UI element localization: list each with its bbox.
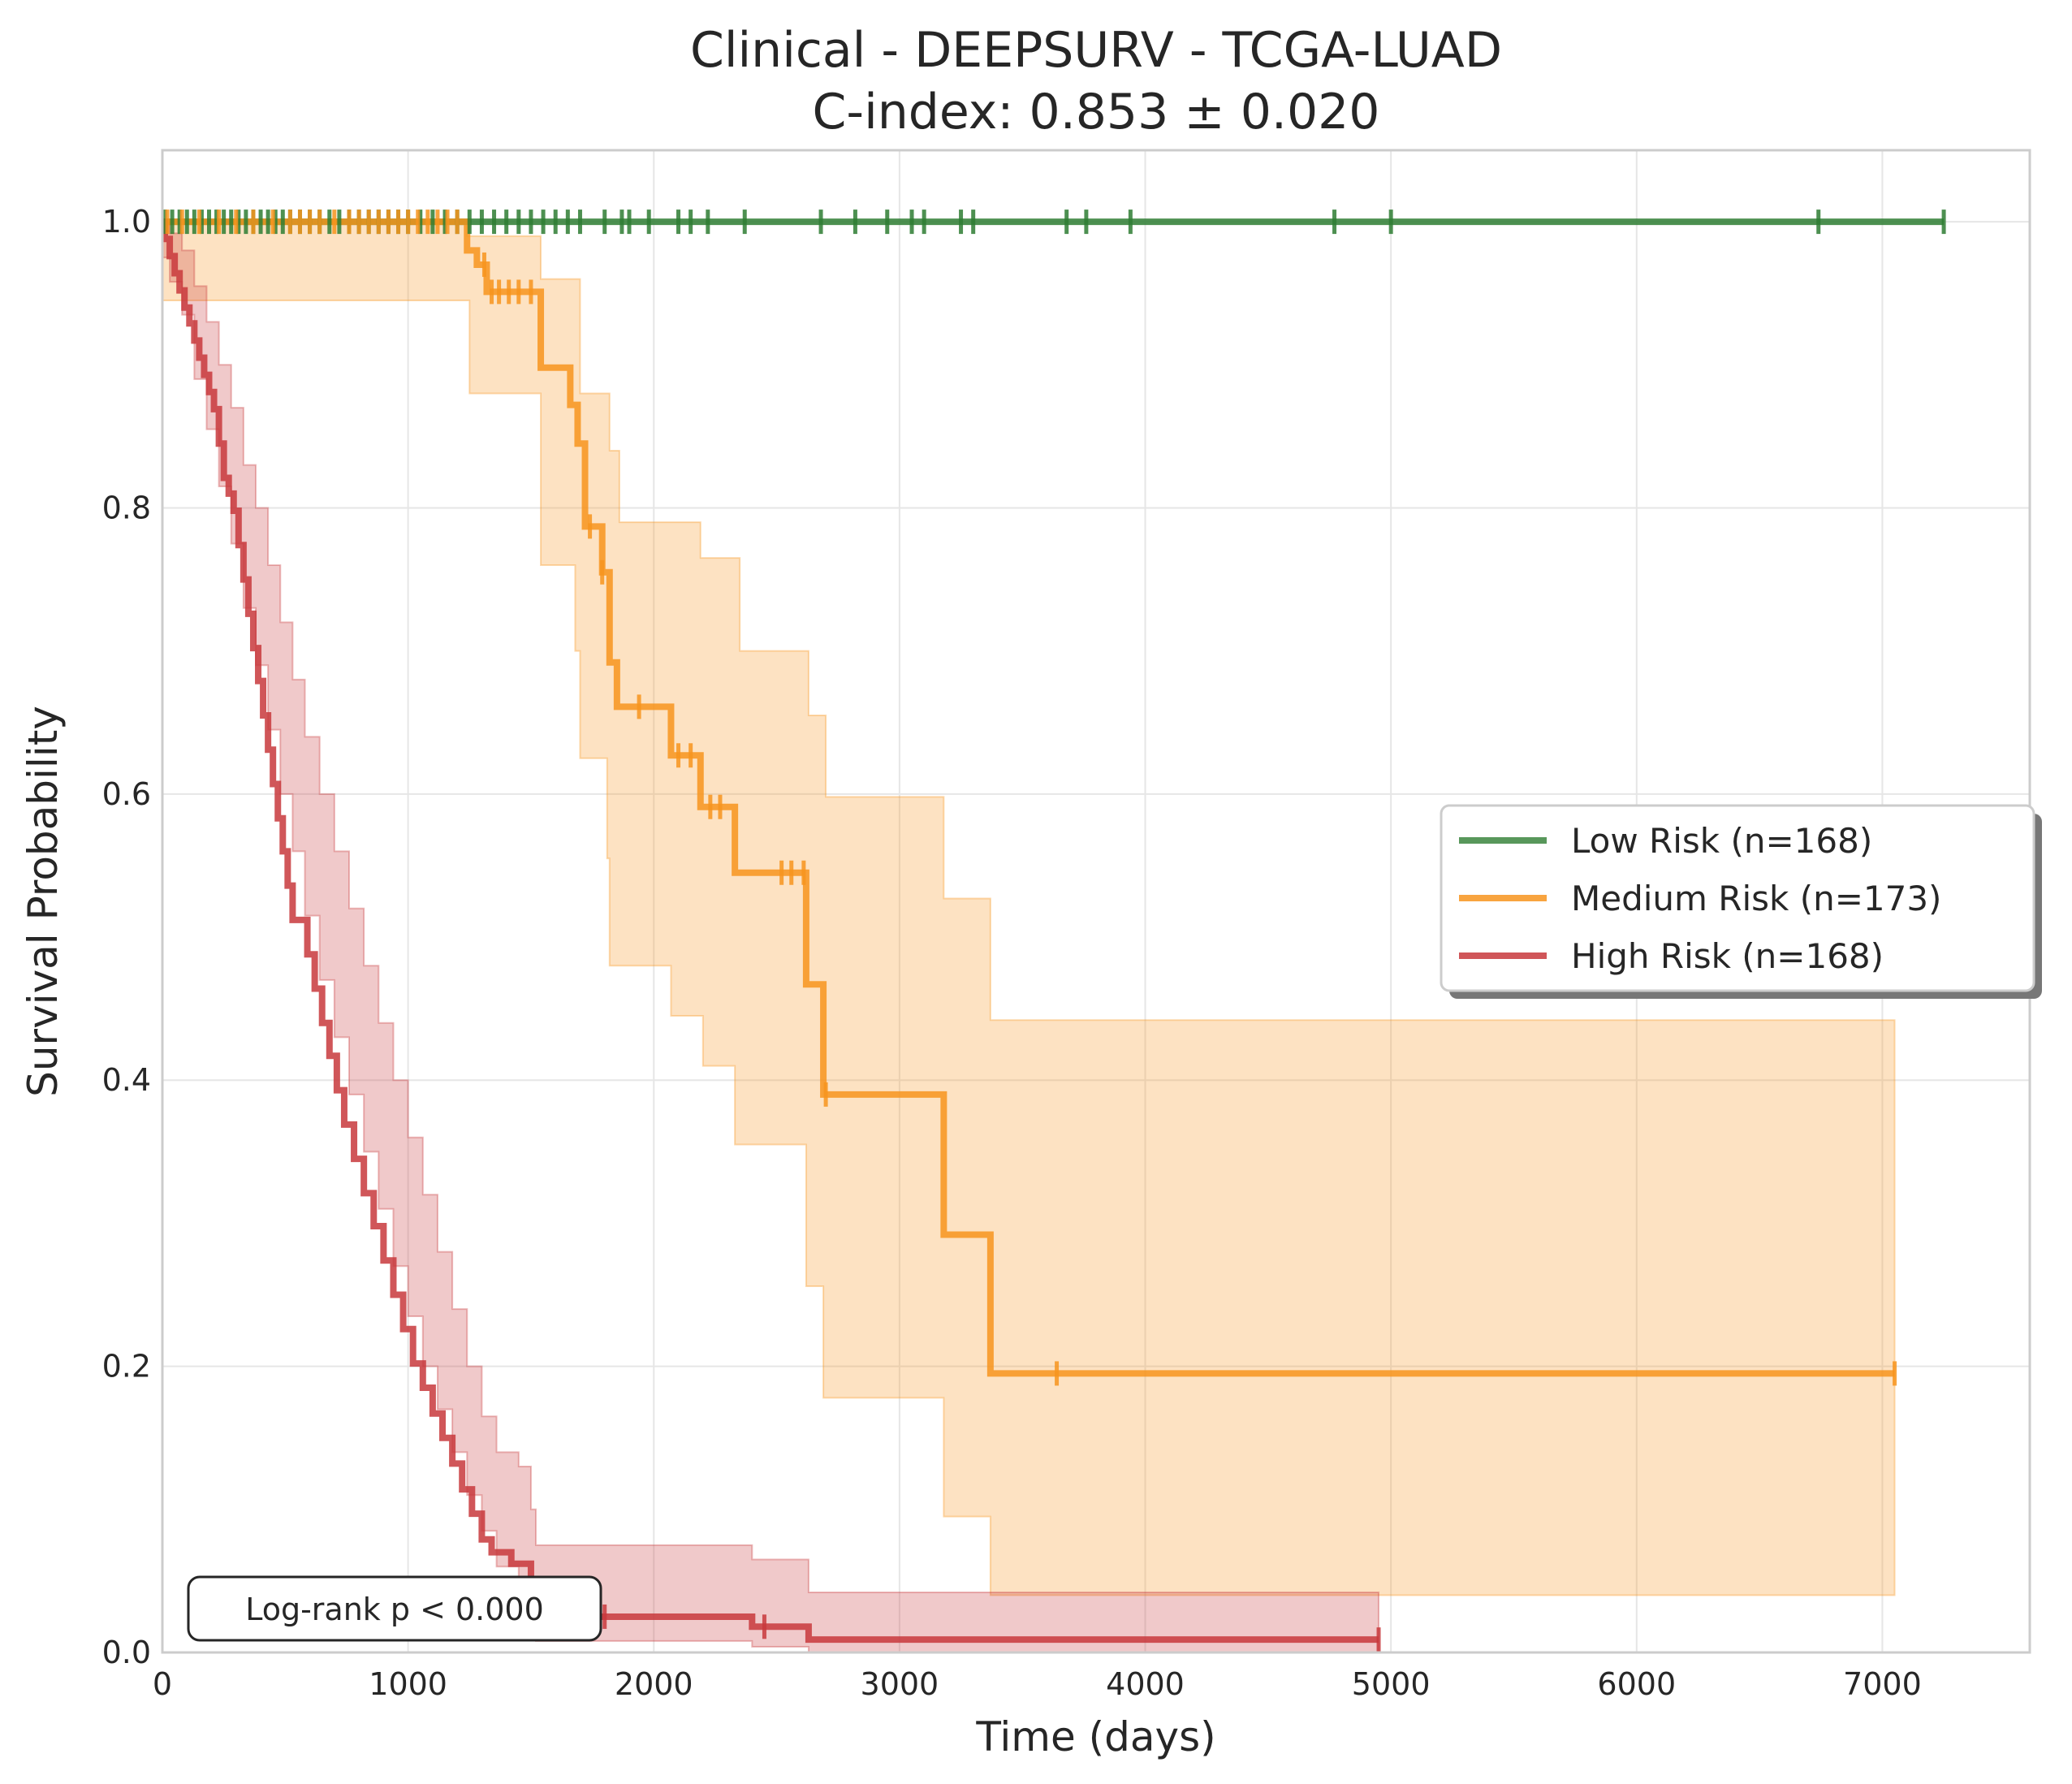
censor-marks xyxy=(162,210,1946,1652)
legend-box xyxy=(1440,804,2035,992)
y-tick-label: 0.8 xyxy=(102,490,151,525)
legend-label-medium-risk: Medium Risk (n=173) xyxy=(1571,879,1941,918)
x-tick-label: 2000 xyxy=(615,1666,693,1702)
log-rank-text: Log-rank p < 0.000 xyxy=(245,1592,544,1627)
survival-curves xyxy=(162,218,1945,1644)
x-tick-label: 5000 xyxy=(1352,1666,1431,1702)
x-axis-label: Time (days) xyxy=(975,1713,1215,1760)
x-tick-label: 6000 xyxy=(1597,1666,1676,1702)
chart-title: Clinical - DEEPSURV - TCGA-LUAD xyxy=(690,22,1502,79)
y-tick-label: 0.4 xyxy=(102,1062,151,1098)
log-rank-annotation: Log-rank p < 0.000 xyxy=(187,1575,602,1642)
annotation-box xyxy=(187,1575,602,1642)
legend-label-low-risk: Low Risk (n=168) xyxy=(1571,821,1872,861)
x-tick-label: 0 xyxy=(153,1666,172,1702)
x-tick-label: 7000 xyxy=(1843,1666,1922,1702)
x-axis-ticks: 0 1000 2000 3000 4000 5000 6000 7000 xyxy=(153,1666,1922,1702)
y-tick-label: 0.2 xyxy=(102,1349,151,1384)
curve-high-risk xyxy=(162,218,1379,1644)
ci-band-medium-risk xyxy=(162,221,1896,1596)
legend-label-high-risk: High Risk (n=168) xyxy=(1571,936,1884,976)
y-tick-label: 1.0 xyxy=(102,204,151,240)
y-axis-ticks: 0.0 0.2 0.4 0.6 0.8 1.0 xyxy=(102,204,151,1670)
chart-subtitle: C-index: 0.853 ± 0.020 xyxy=(813,84,1380,140)
y-axis-label: Survival Probability xyxy=(19,706,67,1097)
x-tick-label: 1000 xyxy=(369,1666,447,1702)
x-tick-label: 3000 xyxy=(861,1666,939,1702)
curve-medium-risk xyxy=(162,218,1895,1377)
x-tick-label: 4000 xyxy=(1106,1666,1185,1702)
legend: Low Risk (n=168) Medium Risk (n=173) Hig… xyxy=(1440,804,2042,999)
y-tick-label: 0.6 xyxy=(102,776,151,812)
y-tick-label: 0.0 xyxy=(102,1635,151,1670)
